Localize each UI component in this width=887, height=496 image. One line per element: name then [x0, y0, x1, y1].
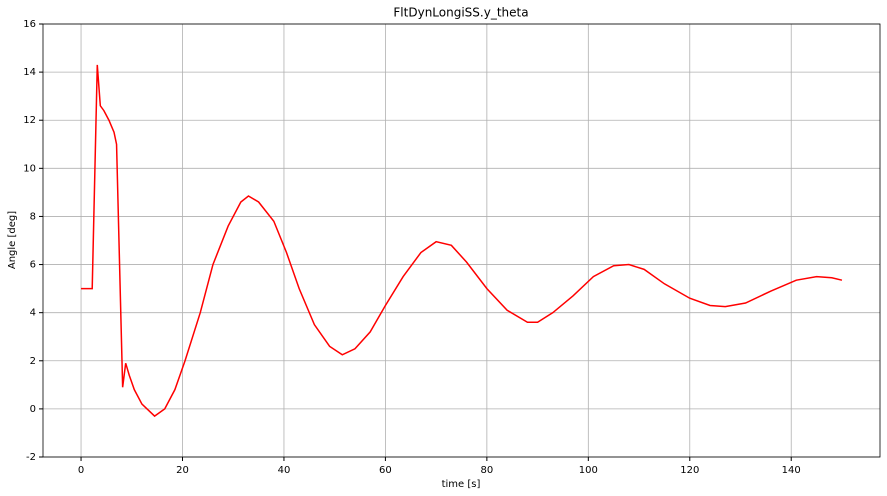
y-tick-label: 2	[30, 356, 36, 367]
x-tick-label: 0	[78, 465, 84, 476]
y-tick-label: 16	[23, 19, 36, 30]
y-tick-label: 14	[23, 67, 36, 78]
x-tick-label: 120	[680, 465, 699, 476]
plot-frame	[42, 23, 881, 458]
y-tick-label: 6	[30, 260, 36, 271]
y-tick-label: 8	[30, 211, 36, 222]
x-axis-label: time [s]	[442, 479, 481, 490]
y-tick-label: 12	[23, 115, 36, 126]
y-tick-label: -2	[26, 452, 36, 463]
y-axis-label: Angle [deg]	[7, 211, 18, 269]
y-tick-label: 10	[23, 163, 36, 174]
y-tick-label: 0	[30, 404, 36, 415]
x-tick-label: 40	[278, 465, 291, 476]
line-series	[81, 64, 843, 418]
x-tick-label: 80	[480, 465, 493, 476]
x-tick-label: 100	[579, 465, 598, 476]
x-tick-label: 60	[379, 465, 392, 476]
chart-title: FltDynLongiSS.y_theta	[393, 6, 528, 20]
x-tick-label: 20	[176, 465, 189, 476]
y-tick-label: 4	[30, 308, 36, 319]
x-tick-label: 140	[782, 465, 801, 476]
